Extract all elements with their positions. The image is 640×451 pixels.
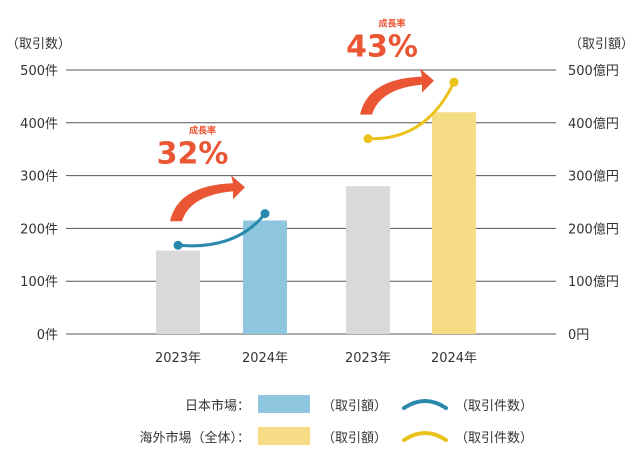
right-tick-label: 100億円 — [568, 274, 619, 290]
line-point — [449, 77, 459, 87]
line-point — [260, 209, 270, 219]
growth-rate-value: 43% — [346, 30, 418, 65]
x-tick-label: 2024年 — [431, 351, 477, 366]
left-tick-label: 100件 — [20, 275, 58, 290]
left-axis-label: （取引数） — [6, 37, 71, 52]
x-tick-label: 2024年 — [242, 351, 288, 366]
right-axis-label: （取引額） — [569, 37, 634, 52]
growth-rate-value: 32% — [157, 136, 229, 171]
bar — [156, 250, 200, 334]
line-point — [173, 240, 183, 250]
legend-line-text: （取引件数） — [455, 430, 534, 446]
legend-bar-swatch — [258, 395, 310, 413]
growth-arrow — [360, 68, 434, 115]
left-tick-label: 300件 — [20, 170, 58, 185]
x-tick-label: 2023年 — [345, 351, 391, 366]
legend-row-japan: 日本市場： （取引額） （取引件数） — [0, 394, 640, 414]
right-tick-label: 400億円 — [568, 116, 619, 132]
line-point — [363, 134, 373, 144]
right-tick-label: 300億円 — [568, 169, 619, 185]
legend-line-text: （取引件数） — [455, 398, 534, 414]
legend-line-swatch — [402, 431, 449, 442]
left-tick-label: 500件 — [20, 64, 58, 79]
bar — [432, 112, 476, 335]
legend-name: 海外市場（全体）： — [139, 430, 250, 446]
series-line — [366, 80, 456, 141]
left-tick-label: 400件 — [20, 117, 58, 132]
legend-bar-text: （取引額） — [322, 430, 388, 446]
legend-line-swatch — [402, 399, 449, 410]
legend-name: 日本市場： — [184, 398, 250, 414]
bar — [346, 186, 390, 334]
x-tick-label: 2023年 — [155, 351, 201, 366]
legend-bar-text: （取引額） — [322, 398, 388, 414]
growth-rate-label: 成長率 — [189, 124, 216, 136]
left-tick-label: 0件 — [37, 328, 58, 343]
series-line — [176, 212, 267, 248]
right-tick-label: 500億円 — [568, 63, 619, 79]
bar — [243, 220, 287, 334]
legend-row-overseas: 海外市場（全体）： （取引額） （取引件数） — [0, 426, 640, 446]
right-tick-label: 0円 — [568, 328, 589, 343]
right-tick-label: 200億円 — [568, 221, 619, 237]
legend-bar-swatch — [258, 427, 310, 445]
left-tick-label: 200件 — [20, 222, 58, 237]
growth-arrow — [170, 175, 245, 222]
growth-rate-label: 成長率 — [378, 18, 405, 30]
